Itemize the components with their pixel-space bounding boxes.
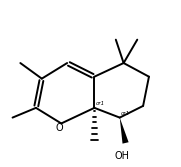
Text: OH: OH <box>114 151 129 161</box>
Text: or1: or1 <box>121 111 130 116</box>
Polygon shape <box>120 118 129 144</box>
Text: O: O <box>56 123 63 133</box>
Text: or1: or1 <box>95 101 104 106</box>
